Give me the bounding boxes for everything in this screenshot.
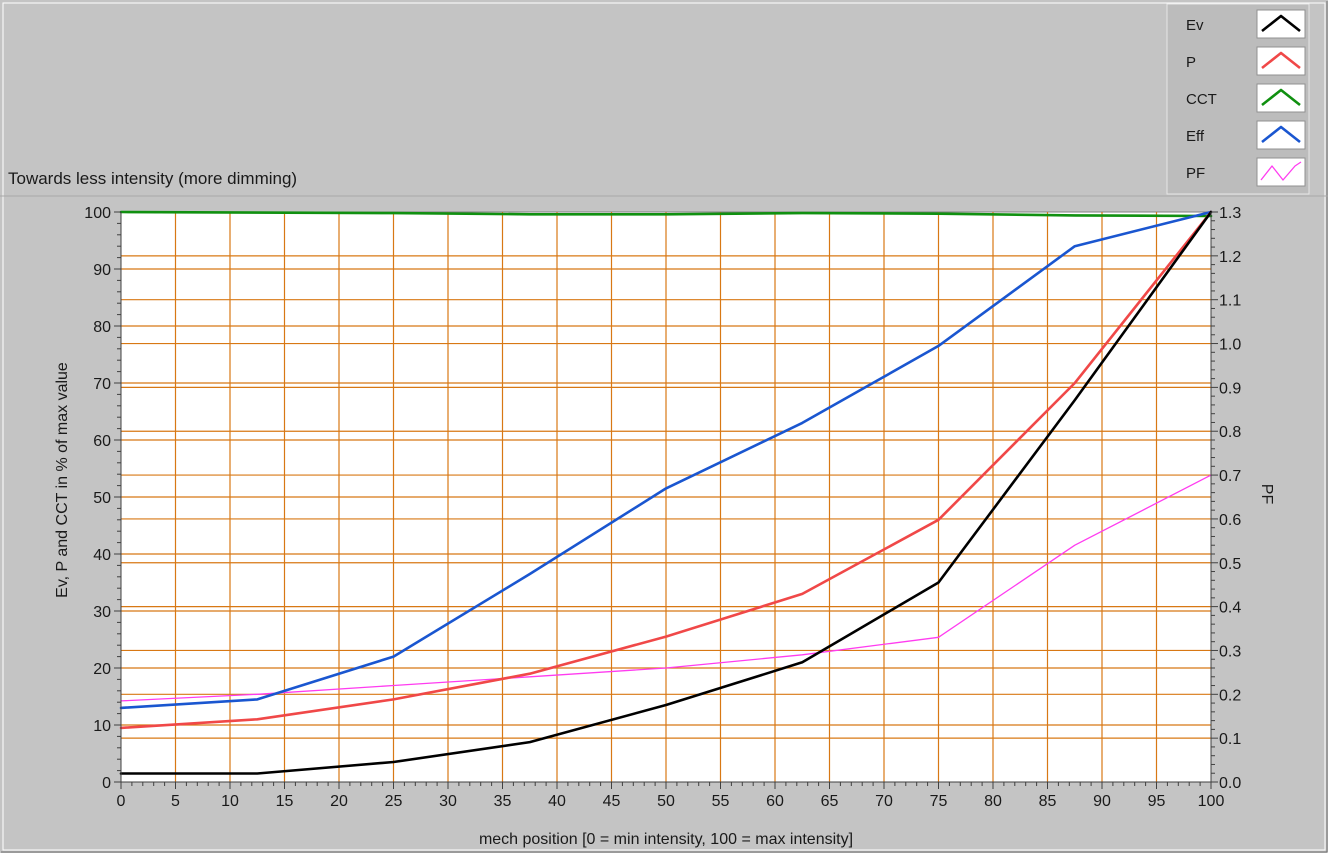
legend-line (1261, 125, 1301, 144)
legend-label: CCT (1186, 91, 1217, 108)
x-tick-label: 30 (439, 793, 457, 810)
x-tick-label: 20 (330, 793, 348, 810)
y-tick-label: 10 (93, 718, 111, 735)
legend-label: PF (1186, 165, 1205, 182)
series-layer (119, 210, 1213, 775)
y2-axis-title: PF (1258, 484, 1275, 505)
y-tick-label: 50 (93, 490, 111, 507)
x-tick-label: 25 (385, 793, 403, 810)
x-tick-label: 40 (548, 793, 566, 810)
legend-line (1260, 161, 1302, 181)
x-tick-label: 60 (766, 793, 784, 810)
x-tick-label: 0 (117, 793, 126, 810)
x-tick-label: 70 (875, 793, 893, 810)
legend-line (1261, 14, 1301, 33)
y2-tick-label: 1.3 (1219, 205, 1241, 222)
x-tick-label: 35 (494, 793, 512, 810)
y2-tick-label: 0.7 (1219, 468, 1241, 485)
y2-tick-label: 1.0 (1219, 337, 1241, 354)
y2-tick-label: 0.2 (1219, 687, 1241, 704)
x-tick-label: 85 (1039, 793, 1057, 810)
y2-tick-label: 0.8 (1219, 424, 1241, 441)
axes: 01020304050607080901000.00.10.20.30.40.5… (84, 205, 1241, 810)
y-tick-label: 40 (93, 547, 111, 564)
legend-label: Eff (1186, 128, 1205, 145)
legend-line (1261, 88, 1301, 107)
legend-swatch (1256, 120, 1306, 150)
x-tick-label: 10 (221, 793, 239, 810)
x-tick-label: 55 (712, 793, 730, 810)
y2-tick-label: 0.4 (1219, 600, 1241, 617)
x-tick-label: 90 (1093, 793, 1111, 810)
legend-label: P (1186, 54, 1196, 71)
x-axis-title: mech position [0 = min intensity, 100 = … (479, 831, 853, 848)
y-tick-label: 60 (93, 433, 111, 450)
chart-caption: Towards less intensity (more dimming) (8, 169, 297, 188)
legend-item-ev[interactable]: Ev (1186, 9, 1306, 39)
legend-swatch (1256, 9, 1306, 39)
series-line-eff (119, 210, 1213, 710)
y-axis-title: Ev, P and CCT in % of max value (54, 362, 71, 598)
legend-swatch (1256, 83, 1306, 113)
legend-item-cct[interactable]: CCT (1186, 83, 1306, 113)
legend-item-p[interactable]: P (1186, 46, 1306, 76)
y2-tick-label: 0.0 (1219, 775, 1241, 792)
y-tick-label: 80 (93, 319, 111, 336)
x-tick-label: 50 (657, 793, 675, 810)
x-tick-label: 100 (1198, 793, 1225, 810)
y-tick-label: 30 (93, 604, 111, 621)
series-line-ev (119, 210, 1213, 775)
y-tick-label: 20 (93, 661, 111, 678)
legend-label: Ev (1186, 17, 1204, 34)
x-tick-label: 5 (171, 793, 180, 810)
y-tick-label: 0 (102, 775, 111, 792)
x-tick-label: 15 (276, 793, 294, 810)
y2-tick-label: 0.6 (1219, 512, 1241, 529)
x-tick-label: 80 (984, 793, 1002, 810)
legend-swatch (1256, 157, 1306, 187)
y-tick-label: 100 (84, 205, 111, 222)
series-line-cct (119, 210, 1213, 218)
x-tick-label: 65 (821, 793, 839, 810)
y2-tick-label: 0.3 (1219, 643, 1241, 660)
y2-tick-label: 0.5 (1219, 556, 1241, 573)
y2-tick-label: 1.1 (1219, 293, 1241, 310)
legend: Ev P CCT Eff PF (1166, 3, 1310, 195)
x-tick-label: 75 (930, 793, 948, 810)
series-line-p (119, 210, 1213, 730)
grid (121, 212, 1211, 782)
y-tick-label: 70 (93, 376, 111, 393)
legend-item-eff[interactable]: Eff (1186, 120, 1306, 150)
y2-tick-label: 0.9 (1219, 380, 1241, 397)
x-tick-label: 45 (603, 793, 621, 810)
y2-tick-label: 0.1 (1219, 731, 1241, 748)
y2-tick-label: 1.2 (1219, 249, 1241, 266)
legend-swatch (1256, 46, 1306, 76)
legend-line (1261, 51, 1301, 70)
legend-item-pf[interactable]: PF (1186, 157, 1306, 187)
series-line-pf (120, 474, 1212, 702)
x-tick-label: 95 (1148, 793, 1166, 810)
y-tick-label: 90 (93, 262, 111, 279)
